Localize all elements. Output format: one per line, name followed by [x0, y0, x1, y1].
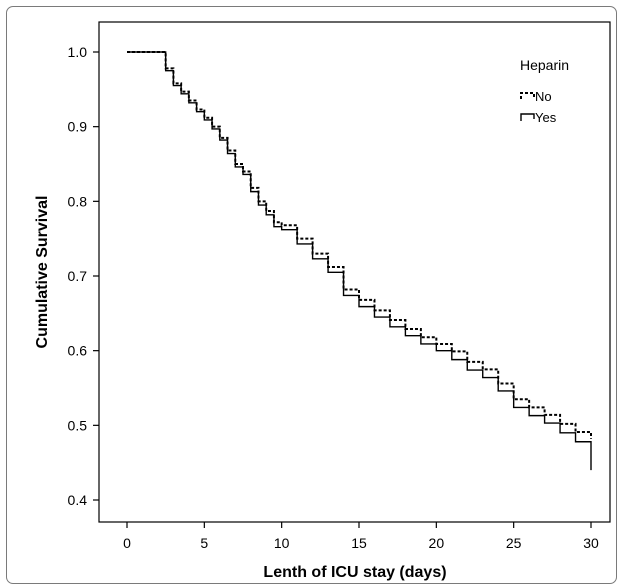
x-tick-label: 10 [274, 535, 290, 551]
legend-swatch-yes [520, 113, 535, 121]
x-tick-label: 0 [123, 535, 131, 551]
x-axis-title: Lenth of ICU stay (days) [263, 564, 446, 581]
x-tick-label: 25 [506, 535, 522, 551]
legend-swatch-no [520, 92, 535, 99]
y-tick-label: 0.8 [68, 193, 88, 209]
legend-label-no: No [535, 89, 552, 104]
y-tick-label: 0.6 [68, 343, 88, 359]
y-tick-label: 0.7 [68, 268, 88, 284]
x-tick-label: 15 [351, 535, 367, 551]
x-tick-label: 20 [429, 535, 445, 551]
y-tick-label: 0.4 [68, 492, 88, 508]
y-tick-label: 0.5 [68, 417, 88, 433]
legend: Heparin No Yes [520, 57, 569, 125]
plot-area [98, 21, 611, 523]
y-axis-title: Cumulative Survival [34, 196, 51, 349]
y-tick-label: 1.0 [68, 44, 88, 60]
x-axis-ticks: 0 5 10 15 20 25 30 [123, 522, 599, 551]
y-axis-ticks: 0.4 0.5 0.6 0.7 0.8 0.9 1.0 [68, 44, 99, 508]
x-tick-label: 30 [583, 535, 599, 551]
series-line-yes [127, 51, 592, 471]
y-tick-label: 0.9 [68, 119, 88, 135]
legend-label-yes: Yes [535, 110, 557, 125]
chart-frame [6, 6, 617, 584]
series-layer [127, 51, 592, 471]
x-tick-label: 5 [200, 535, 208, 551]
legend-title: Heparin [520, 57, 569, 73]
